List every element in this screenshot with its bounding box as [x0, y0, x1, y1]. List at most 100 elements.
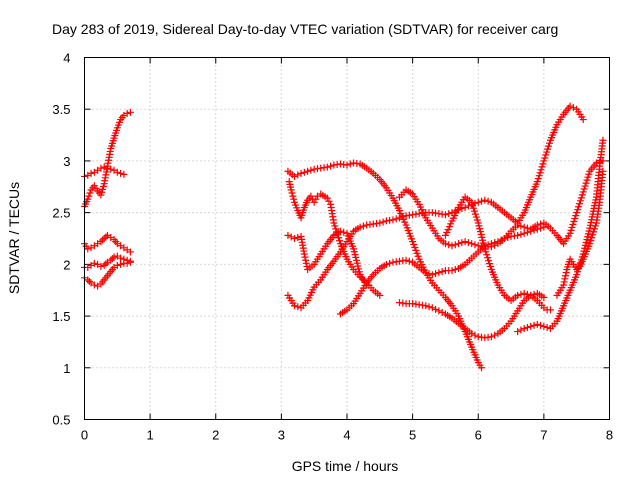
data-point-marker	[487, 243, 495, 251]
data-point-marker	[399, 213, 407, 221]
data-point-marker	[312, 195, 320, 203]
data-point-marker	[468, 330, 476, 338]
data-point-marker	[382, 260, 390, 268]
data-point-marker	[491, 331, 499, 339]
data-point-marker	[581, 182, 589, 190]
data-point-marker	[461, 203, 469, 211]
data-point-marker	[405, 257, 413, 265]
data-point-marker	[100, 261, 108, 269]
data-point-marker	[84, 276, 92, 284]
data-point-marker	[541, 154, 549, 162]
data-point-marker	[307, 166, 315, 174]
y-tick-label: 4	[63, 51, 70, 66]
data-point-marker	[575, 203, 583, 211]
data-point-marker	[102, 260, 110, 268]
data-point-marker	[599, 136, 607, 144]
data-point-marker	[117, 260, 125, 268]
data-point-marker	[123, 259, 131, 267]
data-point-marker	[567, 226, 575, 234]
data-point-marker	[471, 331, 479, 339]
data-point-marker	[577, 194, 585, 202]
data-point-marker	[514, 231, 522, 239]
data-point-marker	[422, 269, 430, 277]
data-point-marker	[425, 303, 433, 311]
series-s14	[514, 136, 607, 336]
data-point-marker	[435, 269, 443, 277]
series-s2	[81, 163, 128, 180]
data-point-marker	[110, 253, 118, 261]
x-tick-label: 8	[606, 428, 613, 443]
data-point-marker	[90, 259, 98, 267]
data-point-marker	[297, 169, 305, 177]
data-point-marker	[517, 230, 525, 238]
data-point-marker	[587, 237, 595, 245]
data-point-marker	[573, 209, 581, 217]
data-point-marker	[441, 211, 449, 219]
data-point-marker	[428, 271, 436, 279]
data-point-marker	[540, 293, 548, 301]
series-s11	[396, 157, 607, 251]
data-point-marker	[533, 178, 541, 186]
data-point-marker	[103, 164, 111, 172]
data-point-marker	[422, 302, 430, 310]
data-point-marker	[573, 266, 581, 274]
data-point-marker	[591, 222, 599, 230]
data-point-marker	[343, 161, 351, 169]
data-point-marker	[537, 166, 545, 174]
x-tick-label: 7	[540, 428, 547, 443]
data-point-marker	[307, 192, 315, 200]
data-point-marker	[392, 215, 400, 223]
data-point-marker	[100, 163, 108, 171]
data-point-marker	[514, 291, 522, 299]
data-point-marker	[484, 254, 492, 262]
data-point-marker	[396, 214, 403, 222]
data-point-marker	[485, 257, 493, 265]
data-point-marker	[483, 251, 491, 259]
data-point-marker	[287, 186, 295, 194]
data-point-marker	[484, 197, 492, 205]
data-point-marker	[451, 241, 459, 249]
series-s1	[81, 108, 134, 210]
data-point-marker	[284, 231, 292, 239]
data-point-marker	[560, 278, 568, 286]
data-point-marker	[126, 108, 134, 116]
series-s5	[81, 258, 134, 290]
data-point-marker	[302, 256, 310, 264]
data-point-marker	[543, 148, 551, 156]
data-point-marker	[84, 195, 92, 203]
data-point-marker	[576, 200, 583, 208]
data-point-marker	[291, 172, 298, 180]
data-point-marker	[478, 364, 486, 372]
data-point-marker	[560, 281, 568, 289]
data-point-marker	[540, 322, 548, 330]
data-point-marker	[327, 162, 335, 170]
data-point-marker	[569, 104, 577, 112]
data-point-marker	[481, 196, 489, 204]
y-tick-label: 2.5	[52, 206, 70, 221]
data-point-marker	[469, 201, 477, 209]
data-point-marker	[474, 198, 482, 206]
data-point-marker	[425, 270, 433, 278]
data-point-marker	[432, 305, 440, 313]
data-point-marker	[289, 192, 297, 200]
data-point-marker	[376, 291, 384, 299]
data-point-marker	[517, 222, 525, 230]
data-point-marker	[113, 168, 121, 176]
data-point-marker	[583, 176, 591, 184]
data-point-marker	[538, 163, 546, 171]
x-tick-label: 6	[475, 428, 482, 443]
data-point-marker	[331, 222, 339, 230]
y-tick-label: 3	[63, 154, 70, 169]
series-s10	[336, 223, 548, 318]
data-point-marker	[85, 277, 93, 285]
data-point-marker	[290, 195, 298, 203]
data-point-marker	[585, 170, 593, 178]
data-point-marker	[90, 281, 98, 289]
data-point-marker	[546, 306, 554, 314]
data-point-marker	[340, 228, 348, 236]
x-tick-label: 4	[343, 428, 350, 443]
data-point-marker	[491, 241, 499, 249]
data-point-marker	[445, 241, 453, 249]
data-point-marker	[120, 170, 128, 178]
data-point-marker	[514, 221, 522, 229]
